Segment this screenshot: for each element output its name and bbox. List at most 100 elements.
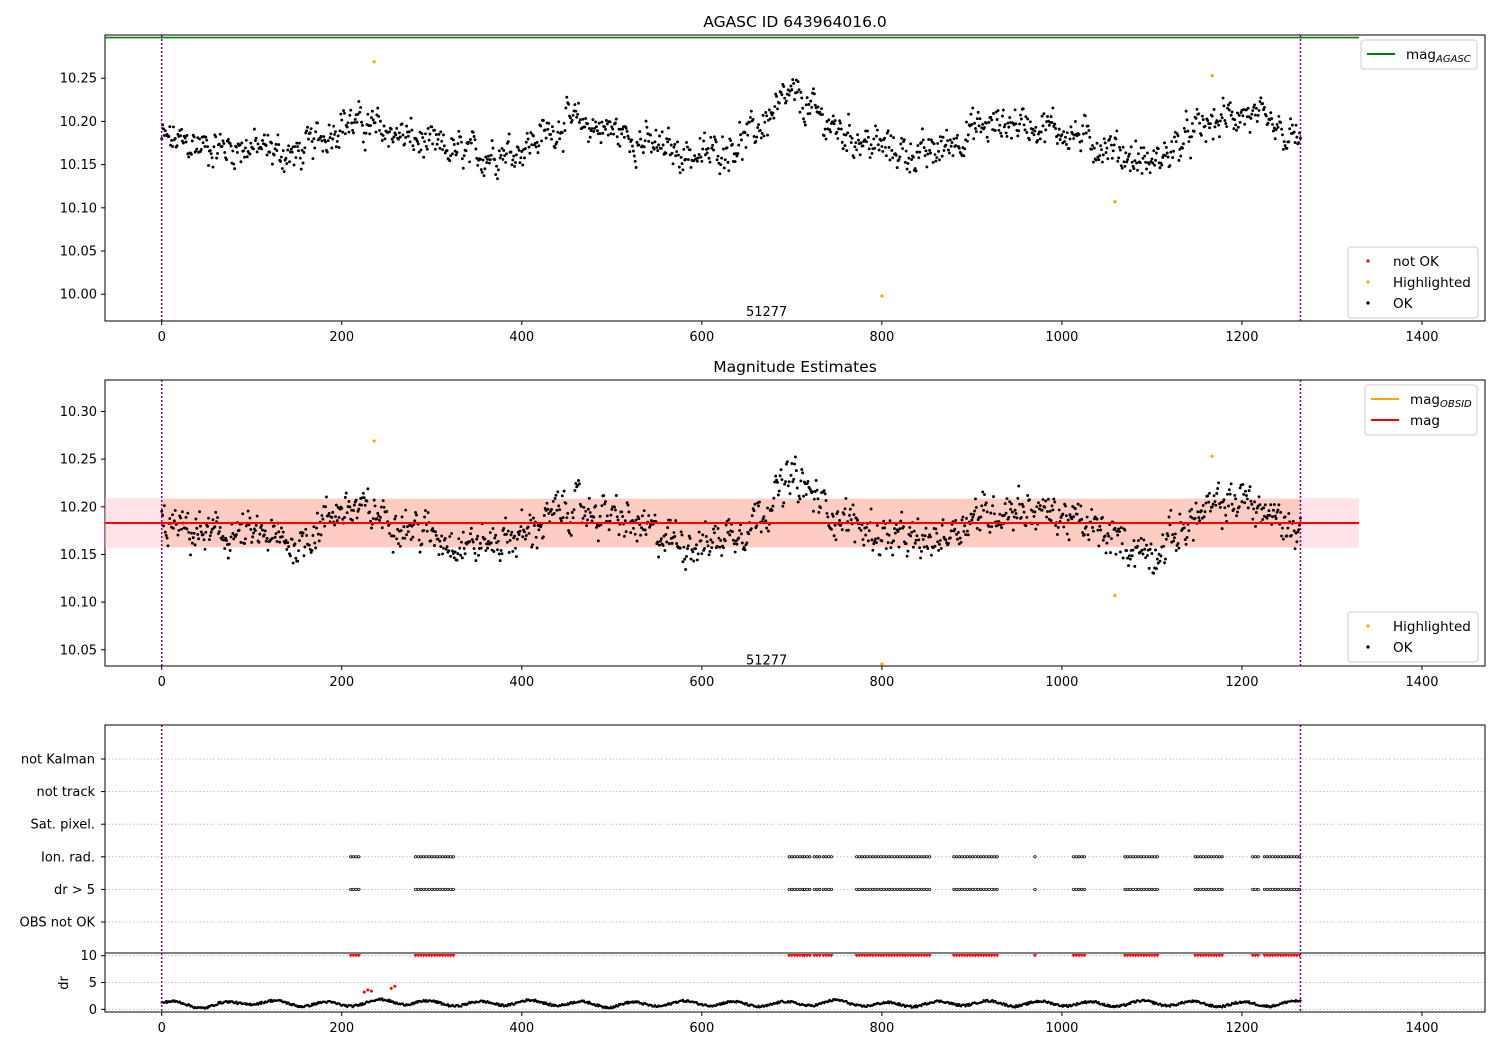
- panel2-ok-point: [1044, 499, 1048, 503]
- panel1-ok-point: [455, 150, 459, 154]
- panel2-ok-point: [859, 528, 863, 532]
- panel1-ok-point: [1120, 166, 1124, 170]
- panel1-ok-point: [695, 159, 699, 163]
- panel2-ok-point: [1147, 566, 1151, 570]
- panel4-dr-point: [524, 1000, 527, 1003]
- panel1-ok-point: [613, 121, 617, 125]
- panel2-ok-point: [218, 526, 222, 529]
- panel4-dr-point: [886, 1000, 890, 1003]
- panel2-ok-point: [1286, 526, 1290, 530]
- panel2-ok-point: [1276, 508, 1280, 512]
- panel1-ok-point: [245, 155, 249, 159]
- panel1-ok-point: [699, 155, 703, 159]
- panel1-ok-point: [615, 135, 619, 139]
- panel1-ok-point: [642, 145, 646, 149]
- panel2-ok-point: [531, 543, 535, 547]
- panel2-ok-point: [610, 507, 614, 511]
- panel2-ok-point: [462, 547, 466, 550]
- panel2-ok-point: [532, 516, 535, 520]
- panel1-ok-point: [1163, 141, 1166, 145]
- panel2-ok-point: [1166, 534, 1170, 538]
- panel2-ok-point: [776, 493, 780, 497]
- panel1-ok-point: [468, 160, 472, 164]
- panel1-ok-point: [358, 110, 362, 114]
- panel1-ok-point: [899, 142, 903, 146]
- panel2-ok-point: [1018, 502, 1022, 506]
- panel2-ok-point: [892, 539, 896, 543]
- panel1-ok-point: [431, 142, 435, 146]
- panel2-ok-point: [726, 530, 730, 534]
- panel2-ok-point: [216, 516, 219, 520]
- panel1-ok-point: [311, 157, 315, 160]
- panel1-ok-point: [1177, 158, 1181, 162]
- panel1-ok-point: [1203, 124, 1207, 128]
- panel1-ok-point: [1271, 122, 1275, 126]
- panel1-ok-point: [189, 152, 193, 156]
- panel1-ok-point: [374, 130, 378, 134]
- panel2-ok-point: [1243, 501, 1247, 505]
- panel2-ok-point: [209, 530, 213, 534]
- panel4-dr-point: [439, 1000, 442, 1004]
- panel1-ok-point: [472, 135, 476, 138]
- panel1-ok-point: [703, 153, 707, 157]
- panel2-ok-point: [958, 536, 962, 540]
- panel1-ok-point: [249, 141, 253, 145]
- panel1-ok-point: [295, 141, 299, 145]
- panel1-ok-point: [733, 160, 737, 163]
- panel2-ok-point: [911, 545, 915, 549]
- panel1-ok-point: [633, 159, 637, 163]
- panel1-ok-point: [274, 142, 278, 146]
- panel2-ok-point: [587, 496, 591, 500]
- panel2-ok-point: [180, 510, 184, 514]
- panel1-legend-status-dot-swatch: [1366, 280, 1370, 284]
- panel1-ok-point: [751, 117, 755, 121]
- panel1-ok-point: [206, 145, 210, 149]
- panel2-ok-point: [938, 542, 941, 546]
- panel1-ok-point: [610, 125, 614, 129]
- panel2-ok-point: [594, 504, 598, 508]
- panel1-ok-point: [661, 143, 665, 147]
- panel4-dr-clipped-marker: [821, 954, 826, 958]
- panel2-ok-point: [1104, 551, 1108, 555]
- panel4-dr-clipped-marker: [884, 954, 889, 958]
- panel2-ok-point: [1210, 505, 1214, 509]
- panel2-ok-point: [173, 509, 177, 512]
- panel2-ok-point: [171, 526, 175, 530]
- panel1-ok-point: [666, 140, 670, 144]
- panel1-ok-point: [630, 138, 634, 142]
- panel2-ok-point: [313, 541, 317, 545]
- panel2-ok-point: [1065, 532, 1069, 536]
- panel1-ok-point: [469, 138, 472, 141]
- panel1-ok-point: [1081, 124, 1085, 128]
- panel1-ok-point: [496, 177, 499, 181]
- panel1-ok-point: [974, 127, 977, 130]
- panel1-ok-point: [390, 137, 394, 141]
- panel4-dr-clipped-marker: [817, 954, 822, 958]
- panel2-ok-point: [327, 511, 331, 515]
- panel2-ok-point: [1114, 552, 1118, 556]
- panel1-ok-point: [890, 149, 894, 152]
- panel2-ok-point: [1163, 557, 1167, 561]
- panel2-ok-point: [343, 515, 346, 519]
- panel1-ok-point: [577, 120, 581, 124]
- panel1-ok-point: [698, 136, 702, 140]
- panel2-ok-point: [514, 555, 518, 558]
- panel2-ok-point: [620, 510, 624, 514]
- panel2-ok-point: [252, 531, 255, 535]
- panel1-ok-point: [972, 137, 976, 141]
- panel2-ok-point: [822, 489, 826, 493]
- panel2-ok-point: [914, 538, 918, 542]
- panel1-ok-point: [913, 167, 917, 171]
- panel2-ok-point: [335, 519, 339, 523]
- panel1-ok-point: [931, 160, 935, 164]
- panel1-ok-point: [574, 109, 578, 113]
- panel1-ok-point: [1141, 156, 1145, 160]
- panel1-ok-point: [1039, 130, 1043, 134]
- panel2-ok-point: [162, 504, 166, 508]
- panel2-ok-point: [949, 529, 953, 533]
- panel2-ok-point: [781, 504, 785, 508]
- panel4-dr-clipped-marker: [916, 954, 921, 958]
- panel2-ok-point: [972, 513, 976, 516]
- panel4-dr-point: [547, 1004, 550, 1007]
